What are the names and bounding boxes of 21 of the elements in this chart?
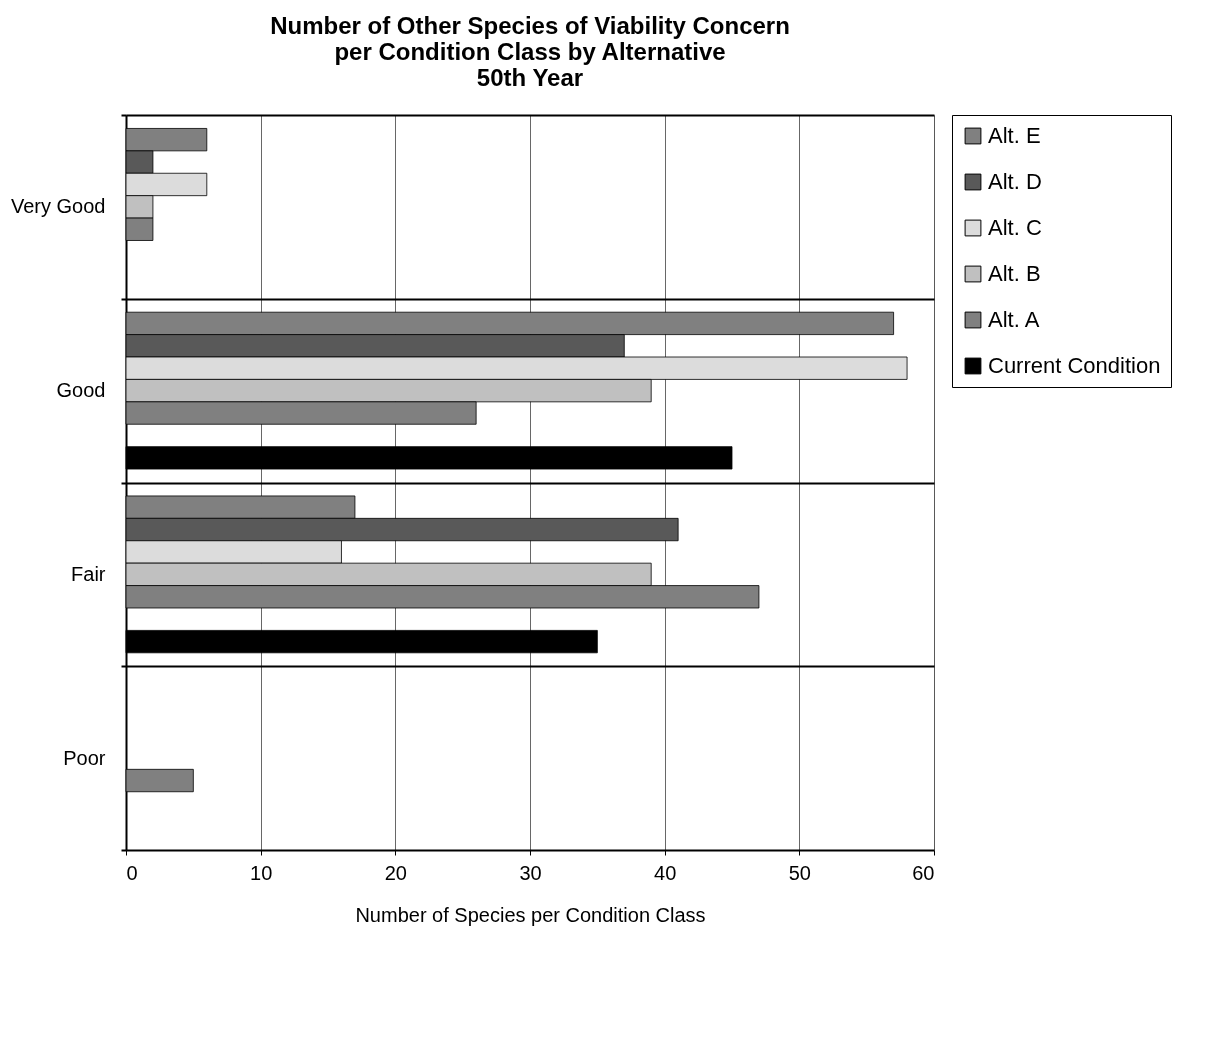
x-axis-title: Number of Species per Condition Class xyxy=(355,903,706,926)
legend-label: Alt. E xyxy=(988,123,1041,148)
legend-label: Alt. D xyxy=(988,169,1042,194)
x-tick-label: 40 xyxy=(654,861,677,884)
x-tick-label: 10 xyxy=(250,861,273,884)
legend-label: Current Condition xyxy=(988,353,1161,378)
legend-label: Alt. B xyxy=(988,261,1041,286)
text: 50th Year xyxy=(476,64,584,91)
y-tick-label: Good xyxy=(56,379,106,402)
x-tick-label: 0 xyxy=(126,861,138,884)
legend-label: Alt. A xyxy=(988,307,1040,332)
x-tick-label: 30 xyxy=(519,861,542,884)
x-tick-label: 60 xyxy=(912,861,935,884)
text: Number of Other Species of Viability Concern xyxy=(270,12,790,39)
legend-label: Alt. C xyxy=(988,215,1042,240)
y-tick-label: Fair xyxy=(71,562,106,585)
x-tick-label: 20 xyxy=(384,861,407,884)
y-tick-label: Very Good xyxy=(10,195,106,218)
text: per Condition Class by Alternative xyxy=(334,38,726,65)
y-tick-label: Poor xyxy=(63,746,106,769)
x-tick-label: 50 xyxy=(788,861,811,884)
